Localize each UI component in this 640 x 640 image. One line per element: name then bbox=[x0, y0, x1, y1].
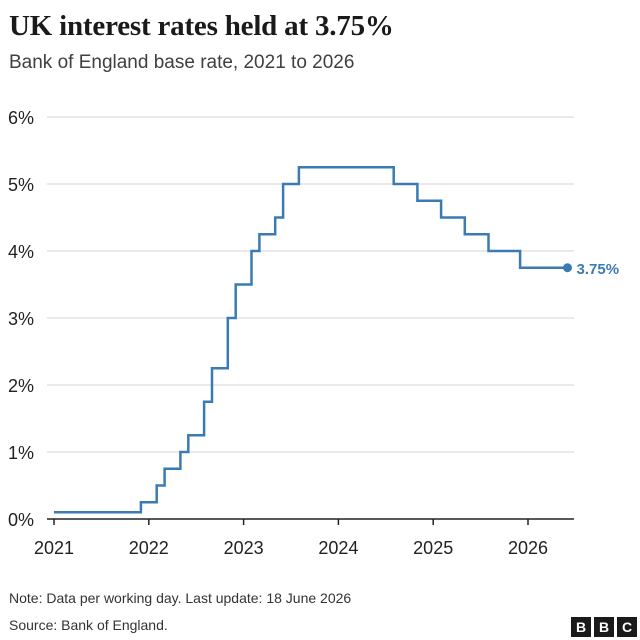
end-point-marker bbox=[563, 263, 572, 273]
y-axis-tick-labels: 0% 1% 2% 3% 4% 5% 6% bbox=[8, 108, 34, 530]
series-line bbox=[54, 166, 568, 514]
x-tick-label-2025: 2025 bbox=[413, 538, 453, 558]
y-tick-label-6: 6% bbox=[8, 108, 34, 128]
series-layer: 3.75% bbox=[54, 166, 620, 514]
chart-svg: 0%1%2%3%4%5%6% 2021 2022 2023 2024 2025 2026 … bbox=[8, 108, 620, 558]
y-tick-label-2: 2% bbox=[8, 376, 34, 396]
logo-letter-c: C bbox=[617, 617, 637, 637]
y-tick-label-3: 3% bbox=[8, 309, 34, 329]
note-text: Note: Data per working day. Last update:… bbox=[9, 590, 352, 606]
logo-letter-b1: B bbox=[571, 617, 591, 637]
x-tick-label-2022: 2022 bbox=[129, 538, 169, 558]
x-tick-label-2023: 2023 bbox=[224, 538, 264, 558]
y-tick-label-5: 5% bbox=[8, 175, 34, 195]
bbc-logo: B B C bbox=[571, 617, 637, 637]
y-tick-label-1: 1% bbox=[8, 443, 34, 463]
chart-title: UK interest rates held at 3.75% bbox=[9, 10, 394, 42]
chart-subtitle: Bank of England base rate, 2021 to 2026 bbox=[9, 52, 355, 73]
x-tick-label-2026: 2026 bbox=[508, 538, 548, 558]
y-tick-label-0: 0% bbox=[8, 510, 34, 530]
logo-letter-b2: B bbox=[594, 617, 614, 637]
source-text: Source: Bank of England. bbox=[9, 617, 168, 633]
gridlines bbox=[47, 116, 574, 453]
x-tick-label-2021: 2021 bbox=[34, 538, 74, 558]
x-axis: 2021 2022 2023 2024 2025 2026 bbox=[34, 518, 574, 558]
x-tick-label-2024: 2024 bbox=[318, 538, 358, 558]
y-tick-label-4: 4% bbox=[8, 242, 34, 262]
end-value-label: 3.75% bbox=[577, 261, 620, 278]
